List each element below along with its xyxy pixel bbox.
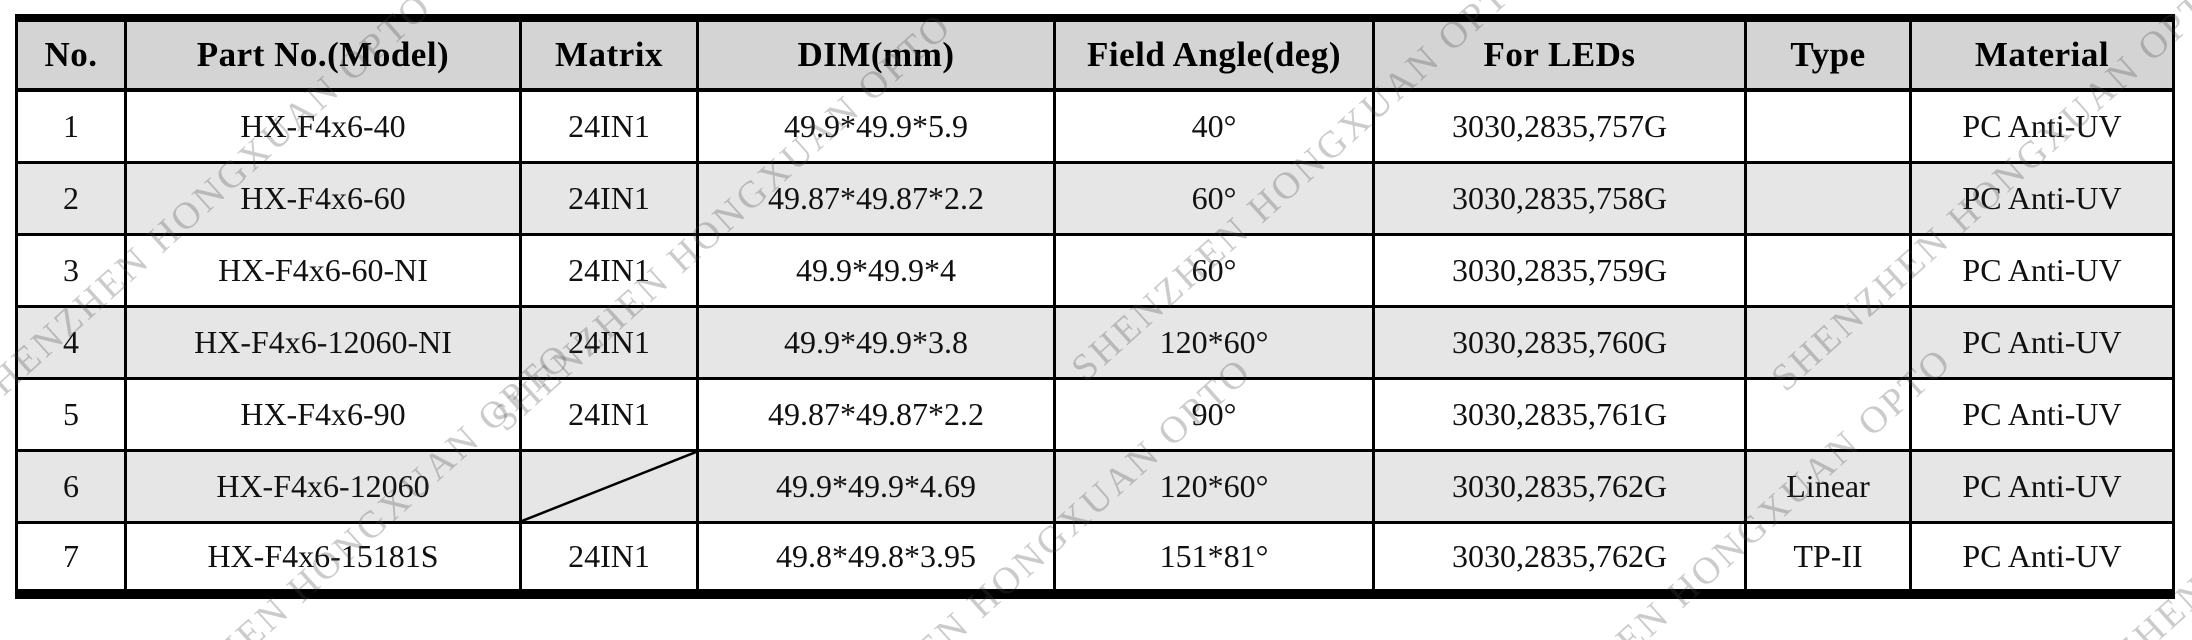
cell-matrix: 24IN1	[519, 160, 699, 236]
cell-material: PC Anti-UV	[1909, 88, 2175, 164]
cell-part-no: HX-F4x6-40	[124, 88, 522, 164]
cell-no: 7	[15, 520, 127, 596]
cell-dim: 49.9*49.9*5.9	[696, 88, 1056, 164]
table-row: 1 HX-F4x6-40 24IN1 49.9*49.9*5.9 40° 303…	[15, 88, 2175, 164]
cell-part-no: HX-F4x6-90	[124, 376, 522, 452]
col-header-no: No.	[15, 16, 127, 92]
cell-matrix: 24IN1	[519, 88, 699, 164]
cell-field-angle: 120*60°	[1053, 448, 1375, 524]
cell-field-angle: 120*60°	[1053, 304, 1375, 380]
cell-type: TP-II	[1744, 520, 1912, 596]
table-row: 7 HX-F4x6-15181S 24IN1 49.8*49.8*3.95 15…	[15, 520, 2175, 596]
cell-type	[1744, 304, 1912, 380]
col-header-matrix: Matrix	[519, 16, 699, 92]
cell-type	[1744, 160, 1912, 236]
led-lens-spec-table: No. Part No.(Model) Matrix DIM(mm) Field…	[15, 14, 2175, 599]
cell-part-no: HX-F4x6-12060	[124, 448, 522, 524]
table-row: 5 HX-F4x6-90 24IN1 49.87*49.87*2.2 90° 3…	[15, 376, 2175, 452]
cell-field-angle: 151*81°	[1053, 520, 1375, 596]
col-header-material: Material	[1909, 16, 2175, 92]
cell-dim: 49.9*49.9*3.8	[696, 304, 1056, 380]
cell-part-no: HX-F4x6-15181S	[124, 520, 522, 596]
cell-type	[1744, 232, 1912, 308]
cell-matrix: 24IN1	[519, 376, 699, 452]
cell-dim: 49.8*49.8*3.95	[696, 520, 1056, 596]
cell-type: Linear	[1744, 448, 1912, 524]
col-header-part-no: Part No.(Model)	[124, 16, 522, 92]
cell-for-leds: 3030,2835,762G	[1372, 520, 1747, 596]
cell-no: 5	[15, 376, 127, 452]
cell-field-angle: 60°	[1053, 232, 1375, 308]
cell-for-leds: 3030,2835,759G	[1372, 232, 1747, 308]
cell-for-leds: 3030,2835,762G	[1372, 448, 1747, 524]
table-row: 6 HX-F4x6-12060 49.9*49.9*4.69 120*60° 3…	[15, 448, 2175, 524]
col-header-dim: DIM(mm)	[696, 16, 1056, 92]
table-header: No. Part No.(Model) Matrix DIM(mm) Field…	[15, 16, 2175, 92]
table-row: 2 HX-F4x6-60 24IN1 49.87*49.87*2.2 60° 3…	[15, 160, 2175, 236]
cell-no: 3	[15, 232, 127, 308]
cell-for-leds: 3030,2835,761G	[1372, 376, 1747, 452]
diagonal-slash	[522, 452, 696, 521]
cell-material: PC Anti-UV	[1909, 376, 2175, 452]
table-row: 3 HX-F4x6-60-NI 24IN1 49.9*49.9*4 60° 30…	[15, 232, 2175, 308]
cell-type	[1744, 88, 1912, 164]
cell-matrix: 24IN1	[519, 520, 699, 596]
cell-matrix-diagonal	[519, 448, 699, 524]
cell-matrix: 24IN1	[519, 304, 699, 380]
table-row: 4 HX-F4x6-12060-NI 24IN1 49.9*49.9*3.8 1…	[15, 304, 2175, 380]
cell-matrix: 24IN1	[519, 232, 699, 308]
col-header-type: Type	[1744, 16, 1912, 92]
cell-type	[1744, 376, 1912, 452]
cell-material: PC Anti-UV	[1909, 232, 2175, 308]
col-header-field-angle: Field Angle(deg)	[1053, 16, 1375, 92]
cell-for-leds: 3030,2835,758G	[1372, 160, 1747, 236]
cell-material: PC Anti-UV	[1909, 520, 2175, 596]
cell-field-angle: 40°	[1053, 88, 1375, 164]
cell-for-leds: 3030,2835,757G	[1372, 88, 1747, 164]
col-header-for-leds: For LEDs	[1372, 16, 1747, 92]
cell-dim: 49.87*49.87*2.2	[696, 160, 1056, 236]
cell-no: 2	[15, 160, 127, 236]
cell-part-no: HX-F4x6-12060-NI	[124, 304, 522, 380]
cell-dim: 49.87*49.87*2.2	[696, 376, 1056, 452]
cell-field-angle: 90°	[1053, 376, 1375, 452]
cell-dim: 49.9*49.9*4	[696, 232, 1056, 308]
cell-no: 6	[15, 448, 127, 524]
cell-part-no: HX-F4x6-60	[124, 160, 522, 236]
cell-no: 4	[15, 304, 127, 380]
cell-material: PC Anti-UV	[1909, 304, 2175, 380]
cell-for-leds: 3030,2835,760G	[1372, 304, 1747, 380]
cell-material: PC Anti-UV	[1909, 160, 2175, 236]
cell-part-no: HX-F4x6-60-NI	[124, 232, 522, 308]
cell-field-angle: 60°	[1053, 160, 1375, 236]
header-row: No. Part No.(Model) Matrix DIM(mm) Field…	[15, 16, 2175, 92]
cell-dim: 49.9*49.9*4.69	[696, 448, 1056, 524]
cell-no: 1	[15, 88, 127, 164]
cell-material: PC Anti-UV	[1909, 448, 2175, 524]
